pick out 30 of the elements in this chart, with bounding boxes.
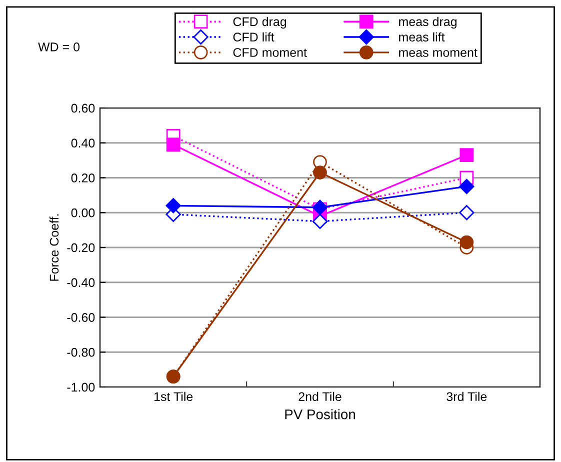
legend-label: CFD drag (233, 16, 286, 29)
legend-label: CFD lift (233, 32, 274, 42)
y-tick-label: -0.80 (67, 348, 95, 357)
text: WD = 0 (38, 42, 80, 52)
point (312, 214, 328, 229)
point (460, 148, 474, 162)
legend-label: CFD moment (233, 48, 307, 57)
legend-label: meas drag (399, 16, 456, 29)
x-tick-label: 1st Tile (154, 392, 193, 402)
x-axis-title: PV Position (285, 409, 355, 420)
point (166, 138, 180, 152)
y-tick-label: 0.00 (71, 208, 95, 218)
legend-label: meas lift (399, 32, 445, 42)
point (313, 166, 327, 180)
y-tick-label: -0.60 (67, 313, 95, 322)
point (166, 198, 181, 214)
point (459, 205, 474, 220)
y-tick-label: 0.20 (71, 174, 95, 182)
legend-label: meas moment (399, 48, 478, 57)
x-tick-label: 2nd Tile (298, 392, 342, 402)
y-tick-label: -1.00 (67, 382, 95, 392)
y-axis-title: Force Coeff. (49, 214, 59, 281)
point (460, 235, 474, 250)
y-tick-label: 0.60 (71, 104, 95, 113)
y-tick-label: 0.40 (71, 138, 95, 148)
y-tick-label: -0.20 (67, 243, 95, 252)
point (312, 200, 328, 215)
point (459, 178, 474, 194)
y-tick-label: -0.40 (67, 278, 95, 288)
x-tick-label: 3rd Tile (446, 392, 487, 402)
